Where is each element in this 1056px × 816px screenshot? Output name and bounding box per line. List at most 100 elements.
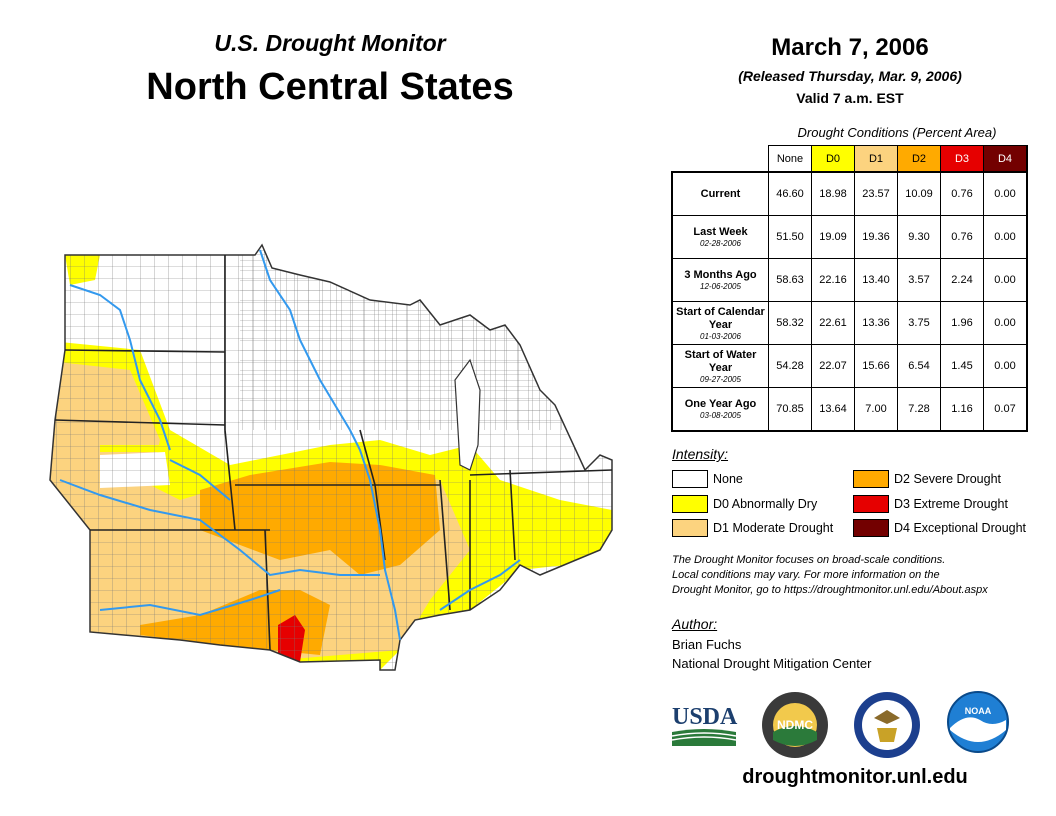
- row-date: 01-03-2006: [700, 331, 741, 341]
- rivers: [59, 249, 521, 641]
- legend-label: D1 Moderate Drought: [713, 521, 834, 535]
- commerce-seal-logo: [854, 692, 920, 758]
- usda-logo: USDA: [671, 704, 738, 746]
- row-date: 09-27-2005: [700, 374, 741, 384]
- legend-label: None: [713, 472, 743, 486]
- table-cell: 10.09: [897, 171, 941, 216]
- legend-label: D2 Severe Drought: [894, 472, 1002, 486]
- table-cell: 0.00: [983, 171, 1028, 216]
- table-cell: 3.57: [897, 258, 941, 302]
- table-cell: 2.24: [940, 258, 984, 302]
- legend-label: D3 Extreme Drought: [894, 497, 1008, 511]
- col-d3: D3: [940, 145, 984, 173]
- map-title: North Central States: [146, 66, 514, 108]
- col-d0: D0: [811, 145, 855, 173]
- table-row: Last Week 02-28-2006 51.50 19.09 19.36 9.30 0.…: [671, 215, 1028, 259]
- table-cell: 0.00: [983, 258, 1028, 302]
- region-outline: [49, 243, 613, 671]
- table-cell: 1.16: [940, 387, 984, 432]
- row-label-text: Start of Water Year: [684, 348, 757, 374]
- row-label-text: Current: [700, 187, 741, 200]
- table-cell: 22.61: [811, 301, 855, 345]
- website-url[interactable]: droughtmonitor.unl.edu: [742, 766, 968, 788]
- table-cell: 58.63: [768, 258, 812, 302]
- drought-map: [49, 243, 613, 671]
- row-date: 03-08-2005: [700, 411, 741, 420]
- col-d1: D1: [854, 145, 898, 173]
- note-line: Local conditions may vary. For more info…: [672, 569, 940, 581]
- row-label: Start of Calendar Year 01-03-2006: [671, 301, 769, 345]
- legend-swatch: [853, 519, 889, 537]
- table-cell: 13.64: [811, 387, 855, 432]
- table-cell: 7.28: [897, 387, 941, 432]
- row-label-text: Last Week: [693, 226, 748, 238]
- table-cell: 0.07: [983, 387, 1028, 432]
- table-corner: [672, 145, 769, 172]
- release-date: (Released Thursday, Mar. 9, 2006): [738, 68, 962, 84]
- row-label-text: Start of Calendar Year: [676, 305, 765, 331]
- table-cell: 0.00: [983, 215, 1028, 259]
- noaa-logo: NOAA: [947, 691, 1009, 753]
- table-cell: 1.96: [940, 301, 984, 345]
- table-cell: 23.57: [854, 171, 898, 216]
- legend-heading: Intensity:: [672, 446, 729, 462]
- note-line: The Drought Monitor focuses on broad-sca…: [672, 554, 946, 566]
- table-cell: 15.66: [854, 344, 898, 388]
- table-cell: 54.28: [768, 344, 812, 388]
- table-cell: 0.00: [983, 301, 1028, 345]
- table-cell: 13.40: [854, 258, 898, 302]
- table-cell: 6.54: [897, 344, 941, 388]
- table-caption: Drought Conditions (Percent Area): [797, 125, 997, 140]
- disclaimer-note: The Drought Monitor focuses on broad-sca…: [672, 553, 1042, 598]
- author-org: National Drought Mitigation Center: [672, 656, 872, 671]
- table-cell: 58.32: [768, 301, 812, 345]
- col-d4: D4: [983, 145, 1028, 173]
- table-cell: 51.50: [768, 215, 812, 259]
- table-cell: 0.76: [940, 171, 984, 216]
- note-line: Drought Monitor, go to https://droughtmo…: [672, 584, 988, 596]
- usda-logo-text: USDA: [672, 704, 738, 730]
- row-label: Last Week 02-28-2006: [671, 215, 769, 259]
- row-label: 3 Months Ago 12-06-2005: [671, 258, 769, 302]
- state-borders: [54, 255, 613, 651]
- table-cell: 1.45: [940, 344, 984, 388]
- row-label: Current: [671, 171, 769, 216]
- legend-swatch: [672, 495, 708, 513]
- row-date: 02-28-2006: [700, 239, 741, 248]
- table-cell: 0.00: [983, 344, 1028, 388]
- valid-time: Valid 7 a.m. EST: [796, 90, 904, 106]
- table-cell: 46.60: [768, 171, 812, 216]
- author-heading: Author:: [672, 616, 718, 632]
- legend-item-d0: D0 Abnormally Dry: [672, 495, 817, 513]
- legend-swatch: [853, 470, 889, 488]
- legend-swatch: [672, 470, 708, 488]
- map-subtitle: U.S. Drought Monitor: [214, 30, 446, 56]
- legend-item-d3: D3 Extreme Drought: [853, 495, 1008, 513]
- table-row: 3 Months Ago 12-06-2005 58.63 22.16 13.40 3.5…: [671, 258, 1028, 302]
- legend-item-d2: D2 Severe Drought: [853, 470, 1001, 488]
- table-header-row: None D0 D1 D2 D3 D4: [672, 145, 1028, 173]
- noaa-logo-text: NOAA: [965, 706, 992, 716]
- table-cell: 3.75: [897, 301, 941, 345]
- table-cell: 70.85: [768, 387, 812, 432]
- table-cell: 22.07: [811, 344, 855, 388]
- table-row: Start of Water Year 09-27-2005 54.28 22.07 1…: [671, 344, 1028, 388]
- row-label: One Year Ago 03-08-2005: [671, 387, 769, 432]
- legend-label: D0 Abnormally Dry: [713, 497, 818, 511]
- map-date: March 7, 2006: [771, 34, 929, 61]
- legend-swatch: [672, 519, 708, 537]
- lake-michigan: [454, 358, 481, 471]
- col-d2: D2: [897, 145, 941, 173]
- row-label: Start of Water Year 09-27-2005: [671, 344, 769, 388]
- legend-item-d4: D4 Exceptional Drought: [853, 519, 1026, 537]
- row-label-text: One Year Ago: [684, 398, 757, 410]
- col-none: None: [768, 145, 812, 173]
- author-name: Brian Fuchs: [672, 637, 742, 652]
- table-cell: 7.00: [854, 387, 898, 432]
- table-cell: 18.98: [811, 171, 855, 216]
- legend-label: D4 Exceptional Drought: [894, 521, 1027, 535]
- table-cell: 0.76: [940, 215, 984, 259]
- table-row: Current 46.60 18.98 23.57 10.09 0.76 0.00: [671, 171, 1028, 216]
- legend-item-d1: D1 Moderate Drought: [672, 519, 833, 537]
- row-label-text: 3 Months Ago: [684, 269, 757, 281]
